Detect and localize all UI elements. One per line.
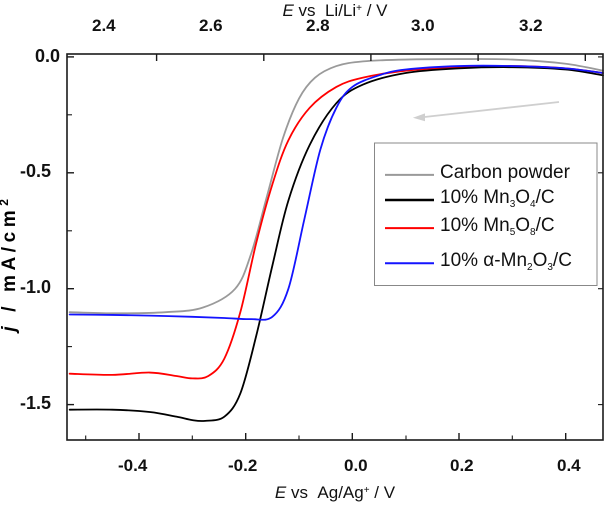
svg-text:j / mA/cm2: j / mA/cm2 xyxy=(0,194,20,334)
